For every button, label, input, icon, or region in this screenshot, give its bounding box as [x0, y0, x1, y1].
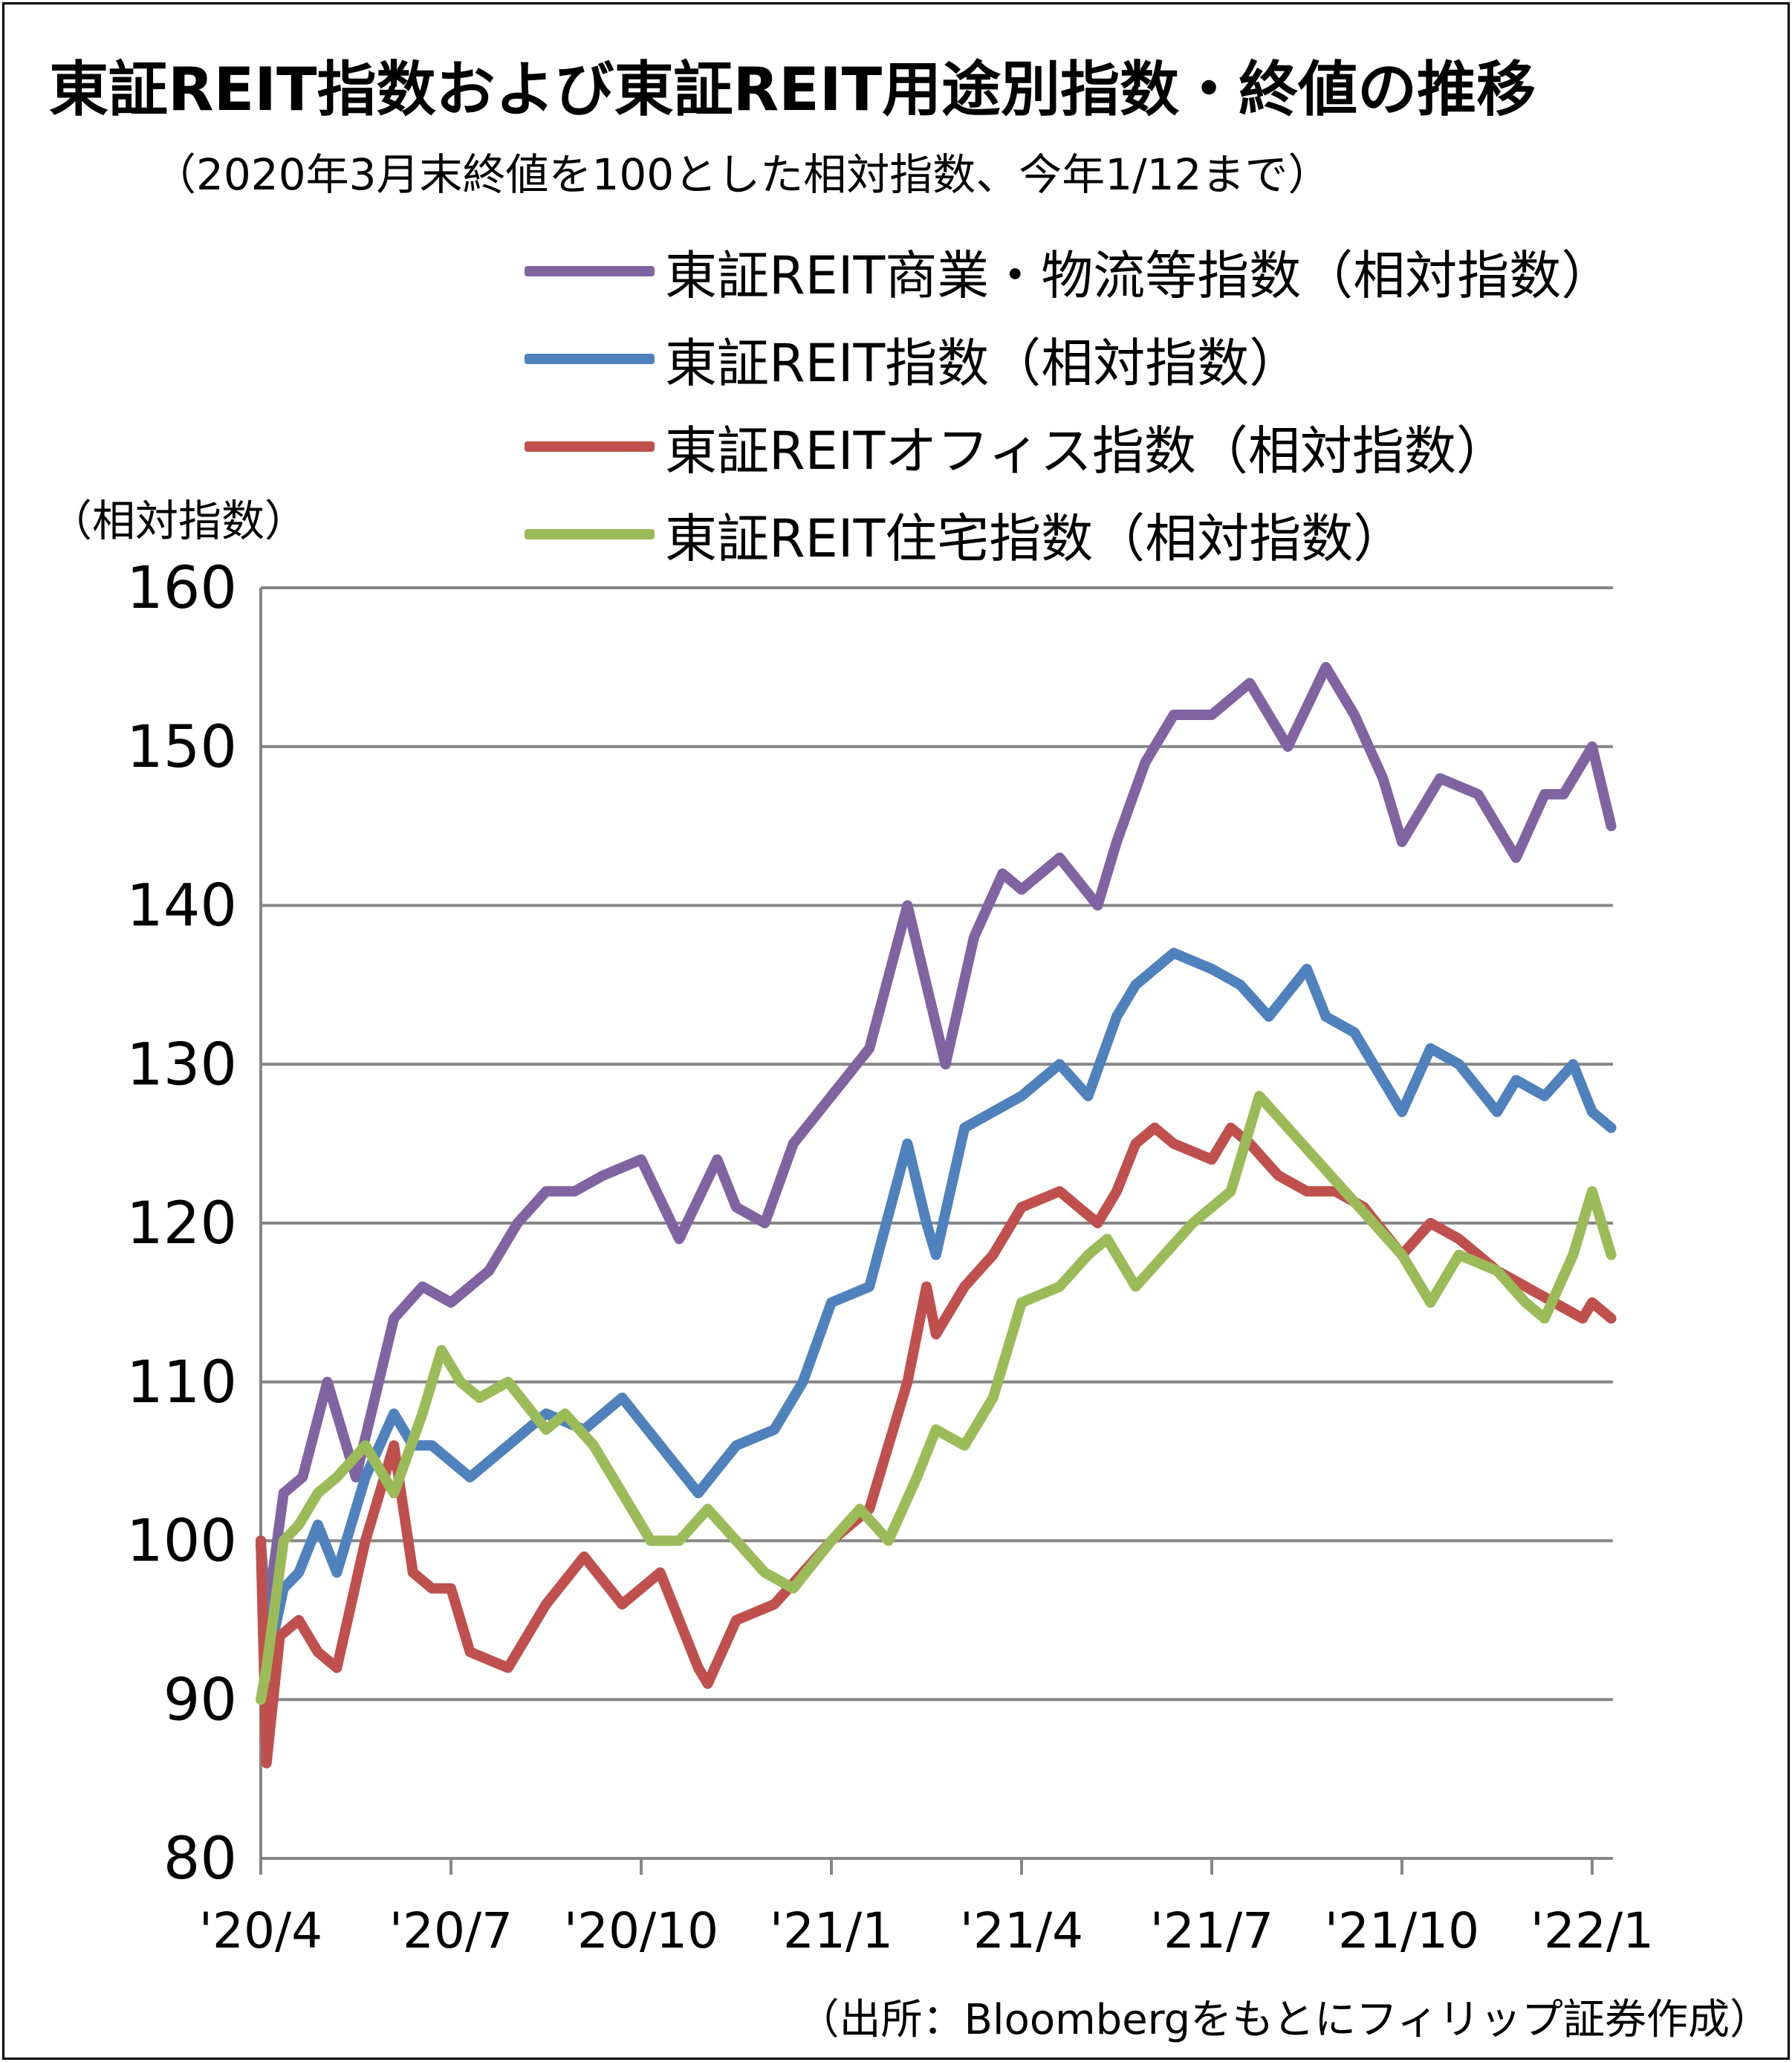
chart-title: 東証REIT指数および東証REIT用途別指数・終値の推移 [49, 55, 1536, 124]
y-tick-label: 150 [126, 714, 237, 781]
x-tick-label: '20/10 [564, 1902, 718, 1959]
legend-item-commercial: 東証REIT商業・物流等指数（相対指数） [525, 227, 1613, 315]
y-axis-label: （相対指数） [49, 496, 308, 546]
y-tick-label: 80 [163, 1826, 237, 1893]
legend-label: 東証REIT指数（相対指数） [665, 332, 1302, 394]
legend-swatch [525, 266, 655, 276]
legend-label: 東証REIT住宅指数（相対指数） [665, 508, 1406, 569]
y-tick-label: 90 [163, 1667, 237, 1734]
y-tick-label: 140 [126, 873, 237, 940]
legend-swatch [525, 354, 655, 364]
legend-item-reit-index: 東証REIT指数（相対指数） [525, 315, 1613, 403]
legend-item-residential: 東証REIT住宅指数（相対指数） [525, 490, 1613, 578]
legend-swatch [525, 529, 655, 539]
series-line [256, 1091, 1617, 1705]
x-tick-label: '21/1 [770, 1902, 893, 1959]
x-tick-label: '21/10 [1325, 1902, 1479, 1959]
legend-label: 東証REITオフィス指数（相対指数） [665, 420, 1508, 482]
y-tick-label: 100 [126, 1508, 237, 1575]
chart-plot: 160 150 140 130 120 110 100 90 80 '20/4 '20/7 '20/1… [126, 555, 1654, 1959]
legend-label: 東証REIT商業・物流等指数（相対指数） [665, 244, 1614, 306]
series-line [256, 661, 1617, 1626]
y-tick-label: 130 [126, 1031, 237, 1098]
y-tick-label: 120 [126, 1190, 237, 1257]
legend: 東証REIT商業・物流等指数（相対指数） 東証REIT指数（相対指数） 東証RE… [525, 227, 1613, 578]
chart-subtitle: （2020年3月末終値を100とした相対指数、今年1/12まで） [153, 149, 1331, 200]
legend-swatch [525, 441, 655, 452]
x-tick-label: '21/4 [960, 1902, 1083, 1959]
x-tick-label: '20/7 [389, 1902, 513, 1959]
x-tick-label: '20/4 [199, 1902, 322, 1959]
x-tick-label: '21/7 [1150, 1902, 1273, 1959]
legend-item-office: 東証REITオフィス指数（相対指数） [525, 403, 1613, 490]
y-tick-label: 110 [126, 1349, 237, 1416]
source-note: （出所：Bloombergをもとにフィリップ証券作成） [797, 1996, 1771, 2044]
y-tick-label: 160 [126, 555, 237, 622]
x-tick-label: '22/1 [1530, 1902, 1654, 1959]
series-line [256, 947, 1617, 1673]
